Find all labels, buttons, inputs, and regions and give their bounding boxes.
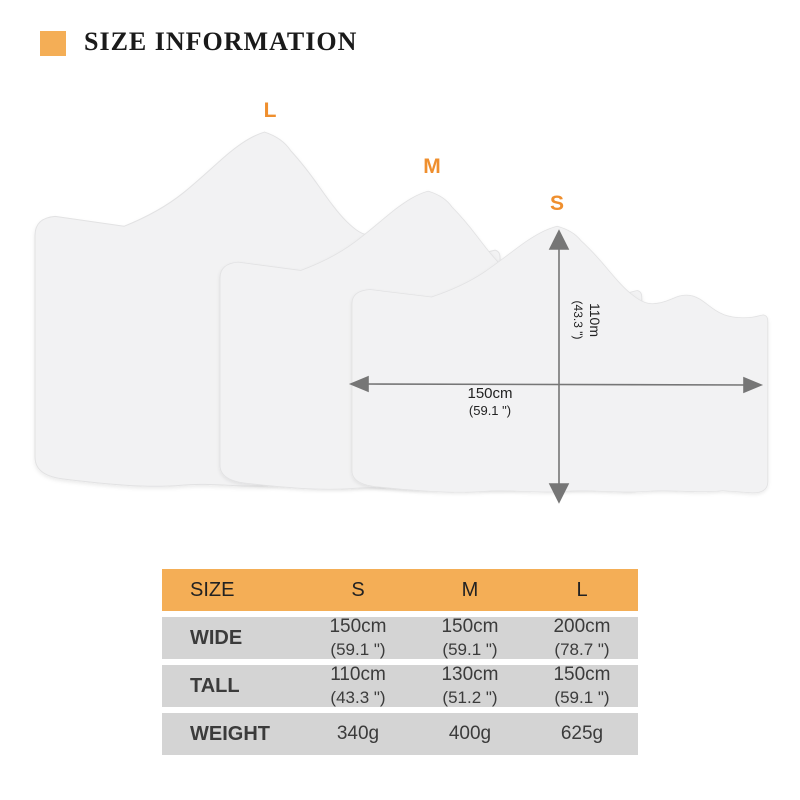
svg-text:110m: 110m bbox=[587, 303, 603, 337]
svg-text:150cm: 150cm bbox=[467, 385, 512, 402]
svg-text:(43.3 "): (43.3 ") bbox=[571, 301, 585, 340]
svg-text:(59.1 "): (59.1 ") bbox=[469, 403, 511, 418]
